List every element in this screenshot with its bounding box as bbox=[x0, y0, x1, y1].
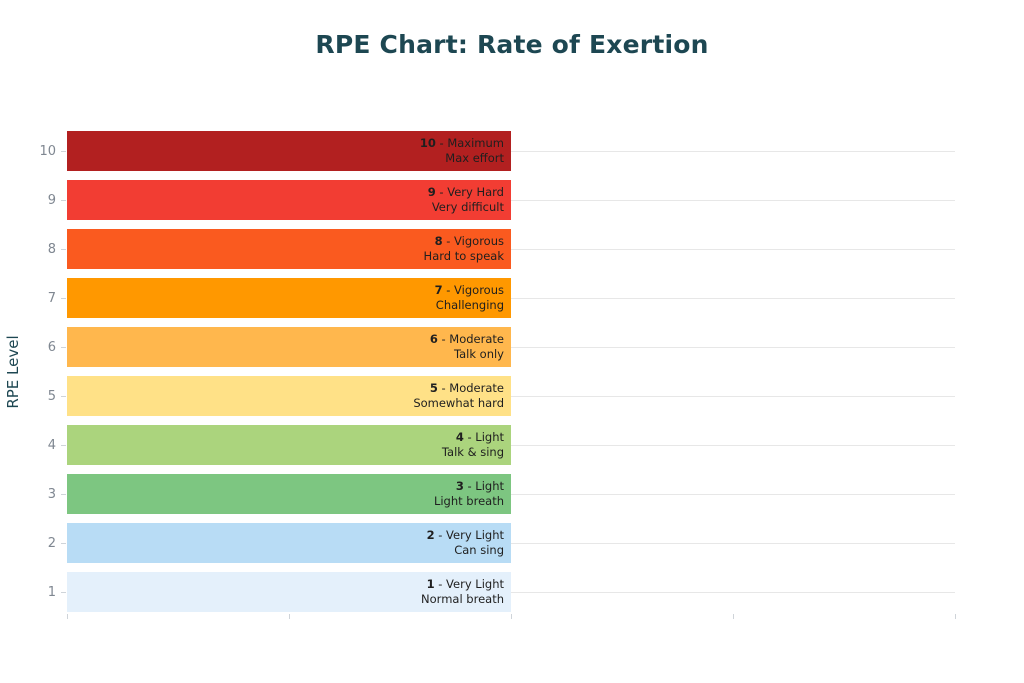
y-tick-mark bbox=[61, 591, 66, 593]
y-tick-label: 5 bbox=[47, 388, 56, 404]
gridline bbox=[67, 591, 955, 593]
y-tick-mark bbox=[61, 150, 66, 152]
gridline bbox=[67, 297, 955, 299]
bar-level-7: 7 - Vigorous Challenging bbox=[67, 278, 511, 318]
bar-level-6: 6 - Moderate Talk only bbox=[67, 327, 511, 367]
y-tick-label: 10 bbox=[39, 143, 56, 159]
bar-label-description: Max effort bbox=[445, 151, 504, 165]
y-tick-label: 6 bbox=[47, 339, 56, 355]
bar-level-8: 8 - Vigorous Hard to speak bbox=[67, 229, 511, 269]
y-tick-label: 3 bbox=[47, 486, 56, 502]
y-tick-mark bbox=[61, 199, 66, 201]
bar-level-5: 5 - Moderate Somewhat hard bbox=[67, 376, 511, 416]
y-tick-label: 1 bbox=[47, 584, 56, 600]
gridline bbox=[67, 444, 955, 446]
x-tick-mark bbox=[289, 614, 290, 619]
bar-label-description: Light breath bbox=[433, 494, 504, 508]
bar-level-4: 4 - Light Talk & sing bbox=[67, 425, 511, 465]
y-tick-mark bbox=[61, 444, 66, 446]
y-tick-mark bbox=[61, 248, 66, 250]
chart-title: RPE Chart: Rate of Exertion bbox=[315, 30, 709, 59]
bar-label-title: 1 - Very Light bbox=[426, 577, 504, 591]
gridline bbox=[67, 542, 955, 544]
x-tick-mark bbox=[955, 614, 956, 619]
bar-label-description: Very difficult bbox=[431, 200, 504, 214]
bar-label-description: Can sing bbox=[454, 543, 504, 557]
bar-label-title: 9 - Very Hard bbox=[427, 185, 504, 199]
gridline bbox=[67, 493, 955, 495]
bar-label-description: Talk only bbox=[453, 347, 504, 361]
y-tick-mark bbox=[61, 297, 66, 299]
bar-level-10: 10 - Maximum Max effort bbox=[67, 131, 511, 171]
gridline bbox=[67, 248, 955, 250]
y-tick-mark bbox=[61, 395, 66, 397]
gridline bbox=[67, 150, 955, 152]
y-tick-mark bbox=[61, 542, 66, 544]
y-tick-label: 4 bbox=[47, 437, 56, 453]
bar-label-description: Normal breath bbox=[421, 592, 504, 606]
bar-label-title: 2 - Very Light bbox=[426, 528, 504, 542]
bar-label-description: Talk & sing bbox=[441, 445, 504, 459]
bar-label-title: 4 - Light bbox=[455, 430, 504, 444]
bar-level-2: 2 - Very Light Can sing bbox=[67, 523, 511, 563]
y-tick-label: 7 bbox=[47, 290, 56, 306]
bar-label-title: 3 - Light bbox=[455, 479, 504, 493]
y-tick-mark bbox=[61, 493, 66, 495]
gridline bbox=[67, 346, 955, 348]
bar-level-1: 1 - Very Light Normal breath bbox=[67, 572, 511, 612]
bar-label-title: 5 - Moderate bbox=[429, 381, 504, 395]
x-tick-mark bbox=[67, 614, 68, 619]
bar-label-title: 7 - Vigorous bbox=[434, 283, 504, 297]
gridline bbox=[67, 199, 955, 201]
bar-label-title: 6 - Moderate bbox=[429, 332, 504, 346]
bar-label-description: Hard to speak bbox=[423, 249, 504, 263]
x-tick-mark bbox=[511, 614, 512, 619]
bar-level-3: 3 - Light Light breath bbox=[67, 474, 511, 514]
bar-label-description: Challenging bbox=[435, 298, 504, 312]
bar-label-description: Somewhat hard bbox=[413, 396, 504, 410]
x-tick-mark bbox=[733, 614, 734, 619]
y-tick-label: 8 bbox=[47, 241, 56, 257]
y-tick-label: 2 bbox=[47, 535, 56, 551]
gridline bbox=[67, 395, 955, 397]
y-tick-label: 9 bbox=[47, 192, 56, 208]
bar-level-9: 9 - Very Hard Very difficult bbox=[67, 180, 511, 220]
bar-label-title: 10 - Maximum bbox=[419, 136, 504, 150]
bar-label-title: 8 - Vigorous bbox=[434, 234, 504, 248]
y-tick-mark bbox=[61, 346, 66, 348]
